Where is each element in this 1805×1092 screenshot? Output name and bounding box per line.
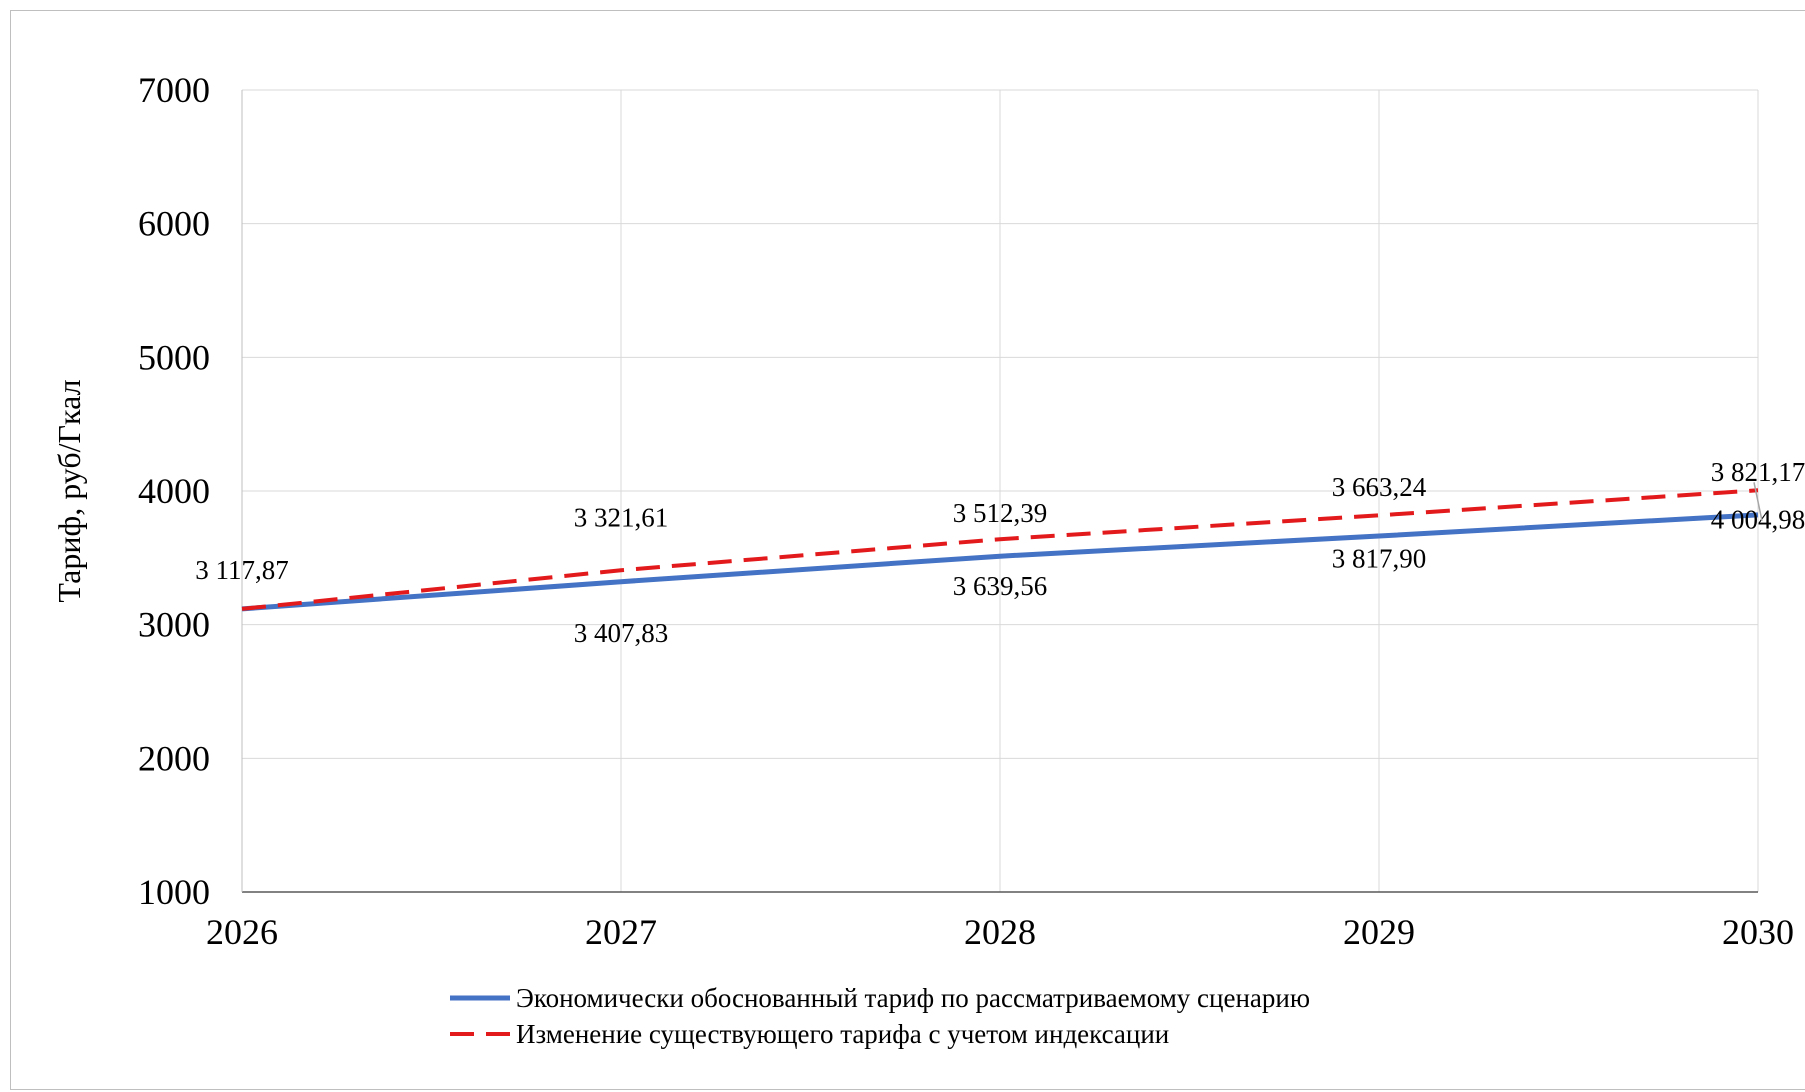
y-tick-label: 6000 xyxy=(138,204,210,244)
y-tick-label: 2000 xyxy=(138,738,210,778)
y-tick-label: 5000 xyxy=(138,337,210,377)
leader-line xyxy=(1753,482,1763,522)
y-tick-label: 1000 xyxy=(138,872,210,912)
series-line-indexed-tariff xyxy=(241,488,1759,611)
legend-label-indexed: Изменение существующего тарифа с учетом … xyxy=(516,1019,1169,1049)
y-tick-label: 4000 xyxy=(138,471,210,511)
data-label-economic: 3 821,17 xyxy=(1711,457,1805,487)
legend-label-economic: Экономически обоснованный тариф по рассм… xyxy=(516,983,1310,1013)
data-label-indexed: 4 004,98 xyxy=(1711,504,1805,534)
data-label-economic: 3 117,87 xyxy=(195,555,289,585)
x-tick-label: 2029 xyxy=(1343,912,1415,952)
data-label-indexed: 3 407,83 xyxy=(574,618,669,648)
x-tick-label: 2026 xyxy=(206,912,278,952)
data-label-indexed: 3 817,90 xyxy=(1332,543,1427,573)
y-tick-label: 3000 xyxy=(138,605,210,645)
data-label-economic: 3 663,24 xyxy=(1332,472,1427,502)
series-line-economic-tariff xyxy=(241,512,1759,612)
data-label-economic: 3 321,61 xyxy=(574,503,669,533)
y-tick-label: 7000 xyxy=(138,70,210,110)
x-tick-label: 2030 xyxy=(1722,912,1794,952)
y-axis-title: Тариф, руб/Гкал xyxy=(51,379,87,602)
chart-frame xyxy=(10,10,1805,1090)
x-tick-label: 2028 xyxy=(964,912,1036,952)
data-label-indexed: 3 639,56 xyxy=(953,571,1048,601)
x-tick-label: 2027 xyxy=(585,912,657,952)
data-label-economic: 3 512,39 xyxy=(953,498,1048,528)
